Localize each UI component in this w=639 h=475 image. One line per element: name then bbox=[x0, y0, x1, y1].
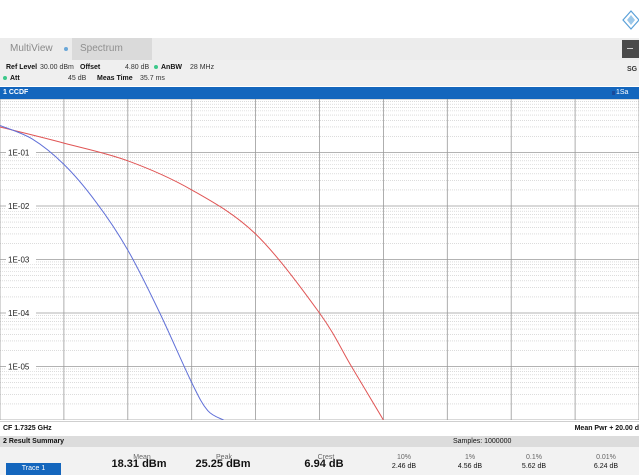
value-10pct: 2.46 dB bbox=[391, 463, 417, 470]
multiview-indicator-icon bbox=[64, 47, 68, 51]
peak-value: 25.25 dBm bbox=[195, 458, 251, 470]
column-header-crest: Crest bbox=[317, 454, 335, 461]
y-tick-label: 1E-04 bbox=[8, 309, 30, 318]
right-status-label: SG bbox=[627, 66, 638, 73]
anbw-label: AnBW bbox=[161, 64, 182, 71]
meas-time-label: Meas Time bbox=[97, 75, 133, 82]
column-header-0-1pct: 0.1% bbox=[526, 454, 542, 461]
samples-count: Samples: 1000000 bbox=[453, 438, 512, 445]
setup-info-bar: Ref Level 30.00 dBm Offset 4.80 dB AnBW … bbox=[0, 60, 639, 86]
column-header-1pct: 1% bbox=[464, 454, 476, 461]
att-value: 45 dB bbox=[68, 75, 87, 82]
ccdf-chart: 1E-01 1E-02 1E-03 1E-04 1E-05 bbox=[0, 99, 639, 420]
trace-indicator-icon bbox=[612, 91, 615, 95]
ref-level-value: 30.00 dBm bbox=[40, 64, 74, 71]
ccdf-trace-line-1 bbox=[0, 126, 384, 420]
offset-value: 4.80 dB bbox=[125, 64, 150, 71]
y-tick-label: 1E-01 bbox=[8, 149, 30, 158]
center-frequency-label: CF 1.7325 GHz bbox=[3, 425, 52, 432]
logo-icon bbox=[622, 10, 639, 30]
column-header-0-01pct: 0.01% bbox=[596, 454, 616, 461]
y-tick-label: 1E-05 bbox=[8, 363, 30, 372]
anbw-value: 28 MHz bbox=[190, 64, 215, 71]
column-header-mean: Mean bbox=[133, 454, 151, 461]
value-0-1pct: 5.62 dB bbox=[521, 463, 547, 470]
y-tick-label: 1E-02 bbox=[8, 202, 30, 211]
att-label: Att bbox=[10, 75, 20, 82]
minus-icon bbox=[627, 48, 633, 49]
status-dot-icon bbox=[154, 65, 158, 70]
result-summary-title: 2 Result Summary bbox=[3, 438, 65, 445]
y-tick-label-background bbox=[6, 254, 36, 265]
value-0-01pct: 6.24 dB bbox=[593, 463, 619, 470]
crest-value: 6.94 dB bbox=[304, 458, 344, 470]
tab-bar: MultiView Spectrum bbox=[0, 38, 639, 60]
diagram-title-bar[interactable]: 1 CCDF 1Sa Clrw bbox=[0, 87, 639, 108]
status-dot-icon bbox=[3, 76, 7, 81]
ccdf-trace-line-2 bbox=[0, 125, 224, 420]
result-summary-bar[interactable]: 2 Result Summary Samples: 1000000 bbox=[0, 436, 639, 447]
y-tick-label-background bbox=[6, 201, 36, 211]
offset-label: Offset bbox=[80, 64, 101, 71]
y-tick-label: 1E-03 bbox=[8, 256, 30, 265]
column-header-peak: Peak bbox=[216, 454, 232, 461]
column-header-10pct: 10% bbox=[396, 454, 411, 461]
trace-1-button[interactable]: Trace 1 bbox=[6, 463, 61, 475]
tab-spectrum[interactable]: Spectrum bbox=[72, 38, 152, 60]
meas-time-value: 35.7 ms bbox=[140, 75, 165, 82]
y-tick-label-background bbox=[6, 361, 36, 372]
y-tick-label-background bbox=[6, 147, 36, 158]
mean-value: 18.31 dBm bbox=[111, 458, 167, 470]
mean-power-label: Mean Pwr + 20.00 d bbox=[574, 425, 639, 432]
minimize-button[interactable] bbox=[622, 40, 639, 58]
tab-multiview[interactable]: MultiView bbox=[2, 38, 72, 60]
diagram-title: 1 CCDF bbox=[3, 89, 29, 96]
diagram-footer: CF 1.7325 GHz Mean Pwr + 20.00 d bbox=[0, 421, 639, 435]
y-tick-label-background bbox=[6, 308, 36, 318]
ref-level-label: Ref Level bbox=[6, 64, 38, 71]
result-summary-table: Mean Peak Crest 10% 1% 0.1% 0.01% Trace … bbox=[0, 447, 639, 475]
ccdf-plot[interactable]: 1E-01 1E-02 1E-03 1E-04 1E-05 bbox=[0, 99, 639, 420]
value-1pct: 4.56 dB bbox=[457, 463, 483, 470]
